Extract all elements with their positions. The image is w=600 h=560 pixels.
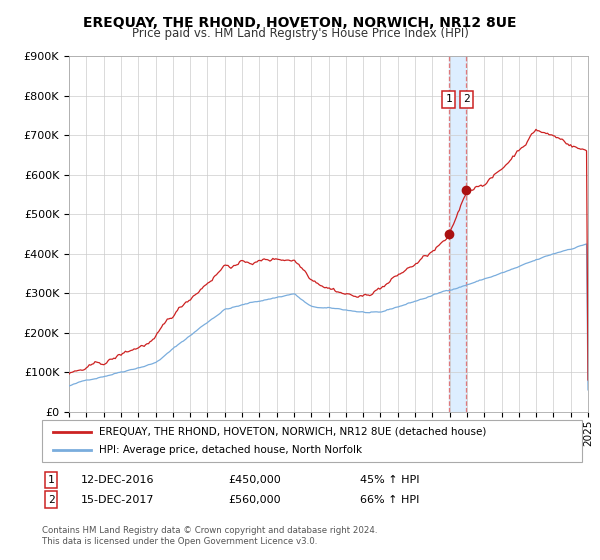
Text: 2: 2	[463, 95, 470, 105]
Text: 12-DEC-2016: 12-DEC-2016	[81, 475, 155, 485]
Text: Contains HM Land Registry data © Crown copyright and database right 2024.
This d: Contains HM Land Registry data © Crown c…	[42, 526, 377, 546]
Text: £450,000: £450,000	[228, 475, 281, 485]
Text: £560,000: £560,000	[228, 494, 281, 505]
Text: EREQUAY, THE RHOND, HOVETON, NORWICH, NR12 8UE: EREQUAY, THE RHOND, HOVETON, NORWICH, NR…	[83, 16, 517, 30]
Text: HPI: Average price, detached house, North Norfolk: HPI: Average price, detached house, Nort…	[98, 445, 362, 455]
Bar	[449, 56, 466, 412]
FancyBboxPatch shape	[42, 420, 582, 462]
Text: Price paid vs. HM Land Registry's House Price Index (HPI): Price paid vs. HM Land Registry's House …	[131, 27, 469, 40]
Text: 1: 1	[446, 95, 452, 105]
Text: 15-DEC-2017: 15-DEC-2017	[81, 494, 155, 505]
Text: 1: 1	[47, 475, 55, 485]
Text: 45% ↑ HPI: 45% ↑ HPI	[360, 475, 419, 485]
Text: EREQUAY, THE RHOND, HOVETON, NORWICH, NR12 8UE (detached house): EREQUAY, THE RHOND, HOVETON, NORWICH, NR…	[98, 427, 486, 437]
Text: 66% ↑ HPI: 66% ↑ HPI	[360, 494, 419, 505]
Text: 2: 2	[47, 494, 55, 505]
